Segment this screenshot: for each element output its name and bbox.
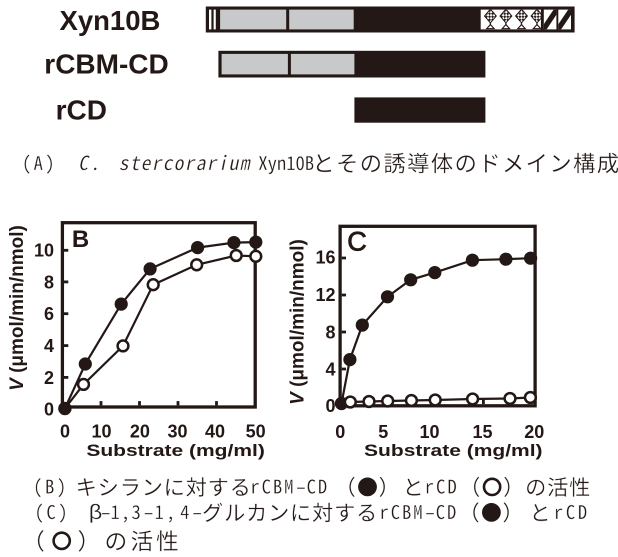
svg-text:30: 30	[167, 422, 187, 442]
svg-text:15: 15	[472, 422, 492, 442]
svg-text:20: 20	[524, 422, 544, 442]
svg-text:8: 8	[325, 322, 335, 342]
svg-text:Xyn10B: Xyn10B	[60, 5, 161, 36]
svg-text:B: B	[72, 226, 89, 253]
svg-text:V (μmol/min/nmol): V (μmol/min/nmol)	[288, 239, 309, 405]
svg-text:10: 10	[91, 422, 111, 442]
svg-text:20: 20	[130, 422, 150, 442]
svg-text:10: 10	[419, 422, 439, 442]
svg-text:5: 5	[378, 422, 388, 442]
svg-text:10: 10	[34, 241, 54, 261]
svg-text:rCBM-CD: rCBM-CD	[44, 49, 168, 80]
svg-text:4: 4	[44, 336, 54, 356]
svg-text:16: 16	[315, 248, 335, 268]
svg-text:Substrate (mg/ml): Substrate (mg/ml)	[86, 441, 264, 459]
svg-text:8: 8	[44, 272, 54, 292]
svg-text:0: 0	[335, 422, 345, 442]
svg-text:0: 0	[44, 400, 54, 420]
svg-text:0: 0	[325, 396, 335, 416]
svg-text:4: 4	[325, 359, 335, 379]
svg-text:C: C	[347, 227, 367, 257]
svg-text:2: 2	[44, 368, 54, 388]
svg-text:50: 50	[246, 422, 266, 442]
svg-text:6: 6	[44, 304, 54, 324]
svg-text:rCD: rCD	[56, 94, 107, 125]
svg-text:0: 0	[60, 422, 70, 442]
svg-text:12: 12	[315, 285, 335, 305]
svg-text:40: 40	[205, 422, 225, 442]
svg-text:Substrate (mg/ml): Substrate (mg/ml)	[364, 441, 542, 459]
svg-text:V (μmol/min/nmol): V (μmol/min/nmol)	[7, 225, 28, 391]
